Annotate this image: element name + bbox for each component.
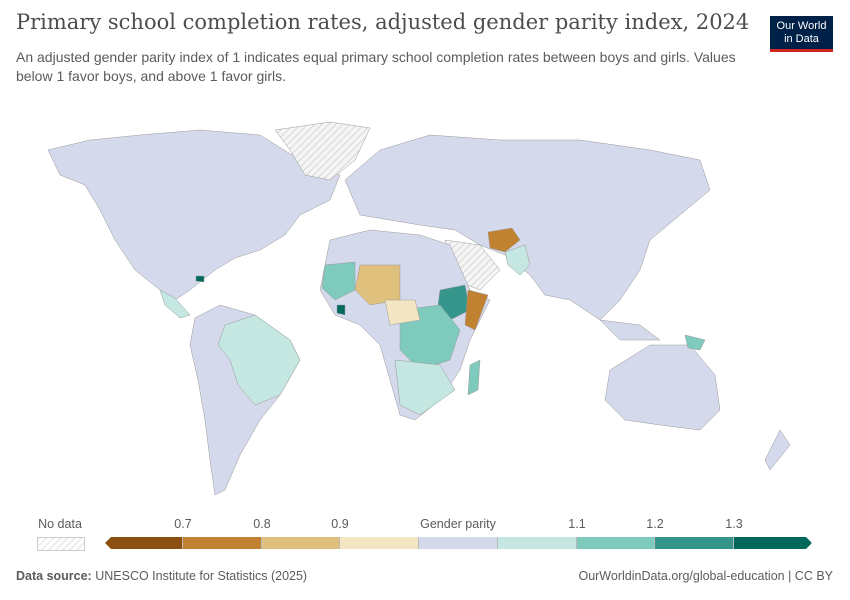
region-sierra-leone[interactable] [336, 304, 346, 316]
world-map [47, 121, 791, 496]
region-north-america[interactable] [47, 129, 341, 301]
no-data-swatch[interactable] [37, 537, 85, 551]
subtitle: An adjusted gender parity index of 1 ind… [16, 49, 736, 84]
legend-bin[interactable] [105, 537, 183, 549]
region-new-zealand[interactable] [764, 429, 791, 471]
logo-line-1: Our World [776, 20, 827, 32]
source-label: Data source: [16, 569, 92, 583]
region-somalia[interactable] [464, 289, 489, 331]
region-west-africa[interactable] [321, 261, 356, 301]
legend-tick: 0.9 [331, 517, 349, 531]
region-greenland[interactable] [274, 121, 371, 181]
region-australia[interactable] [604, 344, 721, 431]
footer-url[interactable]: OurWorldinData.org/global-education | CC… [578, 569, 833, 583]
region-chad-sudan[interactable] [384, 299, 421, 326]
page-title: Primary school completion rates, adjuste… [16, 10, 750, 34]
region-central-america[interactable] [159, 289, 191, 319]
legend-tick: 0.7 [174, 517, 192, 531]
legend-bin[interactable] [183, 537, 262, 549]
region-brazil[interactable] [217, 314, 301, 406]
region-south-asia[interactable] [504, 244, 531, 276]
legend-tick: 1.3 [725, 517, 743, 531]
no-data-label: No data [38, 517, 82, 531]
region-haiti[interactable] [195, 275, 205, 283]
legend-bin[interactable] [498, 537, 577, 549]
legend-tick: 0.8 [253, 517, 271, 531]
region-east-africa[interactable] [399, 304, 461, 371]
legend-bin[interactable] [734, 537, 812, 549]
legend-bin[interactable] [340, 537, 419, 549]
source-text: UNESCO Institute for Statistics (2025) [95, 569, 308, 583]
region-png[interactable] [684, 334, 706, 351]
region-sahel[interactable] [354, 264, 401, 306]
logo-line-2: in Data [784, 33, 819, 45]
legend-bin[interactable] [419, 537, 498, 549]
region-ethiopia[interactable] [437, 284, 471, 321]
legend-bin[interactable] [577, 537, 655, 549]
legend-tick: 1.2 [646, 517, 664, 531]
region-afghanistan[interactable] [487, 227, 521, 253]
region-indonesia[interactable] [599, 319, 661, 341]
region-europe-asia[interactable] [344, 134, 711, 321]
legend-tick: 1.1 [568, 517, 586, 531]
region-southern-africa[interactable] [394, 359, 456, 416]
owid-logo[interactable]: Our World in Data [770, 16, 833, 52]
legend-bin[interactable] [262, 537, 340, 549]
data-source: Data source: UNESCO Institute for Statis… [16, 569, 307, 583]
legend-tick: Gender parity [420, 517, 496, 531]
legend-bin[interactable] [655, 537, 734, 549]
region-madagascar[interactable] [467, 359, 481, 396]
